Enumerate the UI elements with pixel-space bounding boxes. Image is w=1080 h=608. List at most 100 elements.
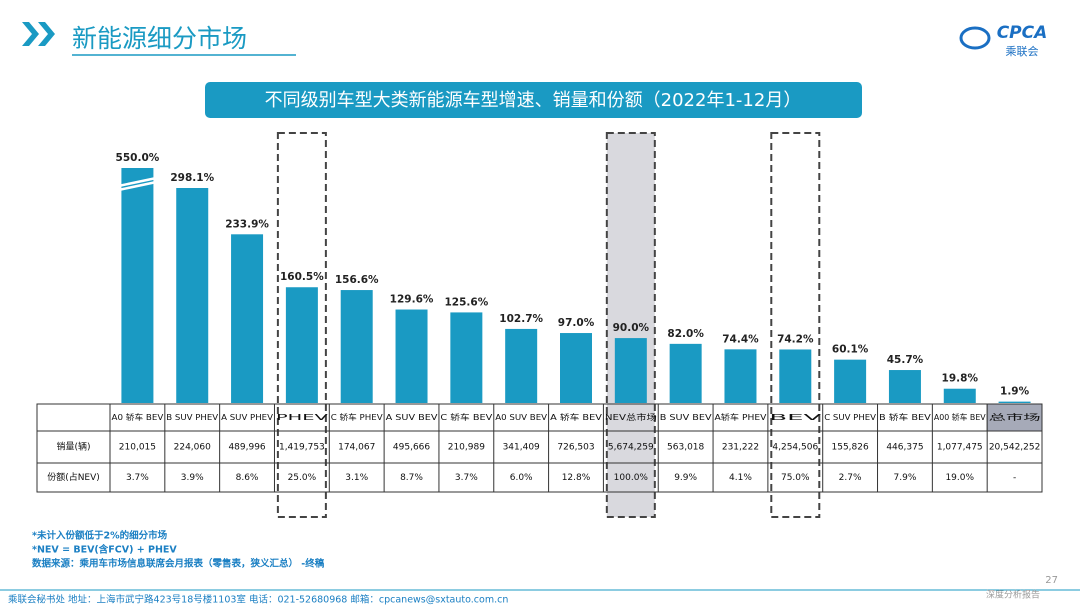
footer-tag: 深度分析报告 bbox=[986, 589, 1040, 601]
page-title: 新能源细分市场 bbox=[72, 24, 247, 53]
bar bbox=[395, 309, 428, 403]
table-cell: 4.1% bbox=[729, 473, 752, 483]
bar bbox=[834, 359, 867, 403]
row-label: 销量(辆) bbox=[56, 441, 90, 453]
table-cell: 1,077,475 bbox=[937, 443, 983, 453]
value-label: 129.6% bbox=[390, 294, 434, 306]
axis-break bbox=[118, 176, 157, 192]
table-cell: 231,222 bbox=[722, 443, 759, 453]
table-cell: 20,542,252 bbox=[989, 443, 1041, 453]
column-header: A SUV BEV bbox=[386, 413, 438, 422]
footer-contact: 乘联会秘书处 地址：上海市武宁路423号18号楼1103室 电话：021-526… bbox=[8, 594, 508, 606]
value-label: 233.9% bbox=[225, 218, 269, 230]
table-cell: 6.0% bbox=[510, 473, 533, 483]
column-header: A0 轿车 BEV bbox=[112, 412, 164, 422]
bar bbox=[505, 328, 538, 403]
bar bbox=[231, 234, 264, 403]
value-label: 102.7% bbox=[499, 313, 543, 325]
logo-mark bbox=[959, 26, 991, 50]
bar bbox=[614, 338, 647, 403]
table-cell: 341,409 bbox=[503, 443, 540, 453]
column-header: 总市场 bbox=[989, 412, 1041, 422]
title-icon bbox=[22, 22, 55, 46]
bar bbox=[998, 401, 1031, 403]
note: *未计入份额低于2%的细分市场 bbox=[32, 530, 168, 542]
page-number: 27 bbox=[1045, 575, 1058, 586]
column-header: A00 轿车 BEV bbox=[934, 412, 986, 422]
table-cell: 155,826 bbox=[832, 443, 869, 453]
table-cell: 210,015 bbox=[119, 443, 156, 453]
column-header: A 轿车 BEV bbox=[550, 412, 602, 422]
value-label: 1.9% bbox=[1000, 386, 1030, 398]
value-label: 82.0% bbox=[667, 328, 704, 340]
table-cell: 4,254,506 bbox=[772, 443, 818, 453]
bar bbox=[888, 370, 921, 403]
column-header: A轿车 PHEV bbox=[715, 412, 767, 422]
table-cell: 563,018 bbox=[667, 443, 704, 453]
value-label: 90.0% bbox=[613, 322, 650, 334]
column-header: A0 SUV BEV bbox=[495, 413, 547, 422]
column-header: B SUV PHEV bbox=[166, 413, 218, 422]
table-bg bbox=[36, 403, 1043, 493]
table-cell: 75.0% bbox=[781, 473, 810, 483]
table-cell: 7.9% bbox=[894, 473, 917, 483]
value-label: 97.0% bbox=[558, 317, 595, 329]
value-label: 160.5% bbox=[280, 271, 324, 283]
column-header: C SUV PHEV bbox=[824, 413, 876, 422]
table-cell: 3.7% bbox=[455, 473, 478, 483]
table-cell: 25.0% bbox=[288, 473, 317, 483]
value-label: 550.0% bbox=[116, 152, 160, 164]
column-header: B 轿车 BEV bbox=[879, 412, 931, 422]
column-header: BEV bbox=[769, 413, 823, 422]
note: *NEV = BEV(含FCV) + PHEV bbox=[32, 544, 177, 556]
table-cell: 3.7% bbox=[126, 473, 149, 483]
value-label: 125.6% bbox=[444, 296, 488, 308]
value-label: 298.1% bbox=[170, 172, 214, 184]
table-cell: 726,503 bbox=[557, 443, 594, 453]
value-label: 156.6% bbox=[335, 274, 379, 286]
column-header: NEV总市场 bbox=[605, 412, 657, 422]
bar bbox=[560, 333, 592, 403]
logo-text: CPCA bbox=[997, 23, 1048, 43]
bar bbox=[669, 343, 702, 403]
column-header: A SUV PHEV bbox=[221, 413, 273, 422]
value-label: 45.7% bbox=[887, 354, 924, 366]
bar bbox=[450, 312, 483, 403]
logo-sub: 乘联会 bbox=[1006, 45, 1039, 58]
table-cell: 9.9% bbox=[674, 473, 697, 483]
table-cell: 1,419,753 bbox=[279, 443, 325, 453]
bar bbox=[943, 388, 976, 403]
column-header: B SUV BEV bbox=[660, 413, 712, 422]
table-cell: 100.0% bbox=[614, 473, 649, 483]
table-cell: 12.8% bbox=[562, 473, 591, 483]
bar bbox=[176, 188, 209, 403]
table-cell: 446,375 bbox=[886, 443, 923, 453]
table-cell: 210,989 bbox=[448, 443, 485, 453]
highlight-box bbox=[605, 132, 656, 518]
column-header: C 轿车 BEV bbox=[440, 412, 492, 422]
value-label: 74.2% bbox=[777, 333, 814, 345]
bar bbox=[340, 290, 373, 403]
table-cell: 19.0% bbox=[945, 473, 974, 483]
table-cell: 8.7% bbox=[400, 473, 423, 483]
table-cell: 224,060 bbox=[174, 443, 211, 453]
table-cell: 2.7% bbox=[839, 473, 862, 483]
header-cell-total bbox=[986, 403, 1043, 432]
value-label: 74.4% bbox=[722, 333, 759, 345]
row-label: 份额(占NEV) bbox=[47, 471, 100, 483]
table-cell: 3.1% bbox=[345, 473, 368, 483]
table-cell: - bbox=[1013, 473, 1016, 483]
bar bbox=[724, 349, 757, 403]
highlight-box bbox=[770, 132, 821, 518]
chart-title: 不同级别车型大类新能源车型增速、销量和份额（2022年1-12月） bbox=[265, 90, 802, 111]
table-cell: 3.9% bbox=[181, 473, 204, 483]
column-header: PHEV bbox=[276, 413, 329, 422]
note: 数据来源：乘用车市场信息联席会月报表（零售表，狭义汇总） -终稿 bbox=[31, 558, 325, 570]
table-cell: 489,996 bbox=[228, 443, 265, 453]
highlight-box bbox=[276, 132, 327, 518]
value-label: 19.8% bbox=[942, 373, 979, 385]
bar bbox=[121, 168, 154, 403]
subtitle-box bbox=[205, 82, 862, 118]
table-cell: 5,674,259 bbox=[608, 443, 654, 453]
